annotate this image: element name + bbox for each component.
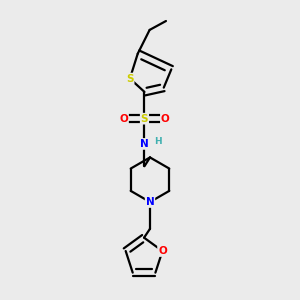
- Text: O: O: [158, 246, 167, 256]
- Text: S: S: [126, 74, 134, 84]
- Text: O: O: [119, 114, 128, 124]
- Text: S: S: [141, 114, 148, 124]
- Text: O: O: [161, 114, 170, 124]
- Text: N: N: [146, 197, 154, 207]
- Text: H: H: [154, 137, 162, 146]
- Text: N: N: [140, 139, 149, 149]
